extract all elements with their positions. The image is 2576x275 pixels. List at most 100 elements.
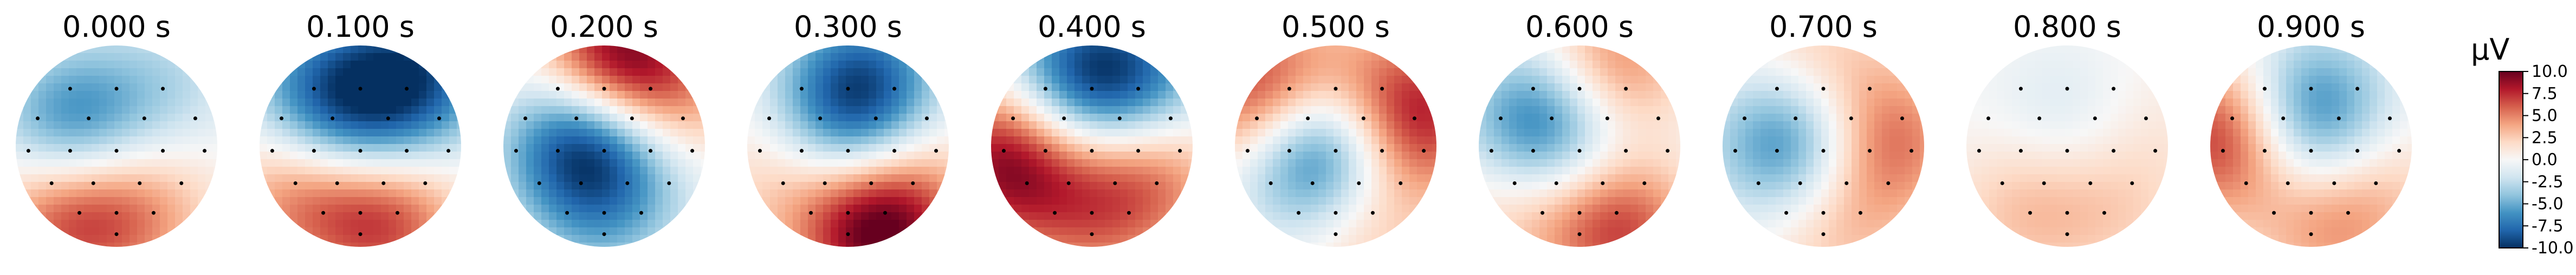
field-cell <box>534 76 542 84</box>
sensor-dot <box>1624 87 1628 91</box>
field-cell <box>1593 68 1601 76</box>
field-cell <box>1874 83 1882 91</box>
field-cell <box>572 144 580 152</box>
field-cell <box>755 121 763 129</box>
field-cell <box>519 182 527 190</box>
field-cell <box>944 174 949 182</box>
field-cell <box>1638 205 1646 213</box>
field-cell <box>411 91 419 99</box>
field-cell <box>335 136 344 145</box>
field-cell <box>1577 220 1585 228</box>
field-cell <box>99 91 107 99</box>
field-cell <box>1539 189 1548 198</box>
field-cell <box>1387 91 1395 99</box>
field-cell <box>1044 68 1052 76</box>
field-cell <box>160 197 168 205</box>
field-cell <box>290 197 298 205</box>
field-cell <box>526 114 534 122</box>
field-cell <box>404 45 412 54</box>
field-cell <box>1280 212 1289 220</box>
field-cell <box>297 53 306 61</box>
field-cell <box>793 76 801 84</box>
field-cell <box>663 76 671 84</box>
field-cell <box>183 182 191 190</box>
field-cell <box>1745 129 1753 137</box>
field-cell <box>1676 182 1680 190</box>
field-cell <box>1829 159 1837 167</box>
field-cell <box>1806 121 1814 129</box>
field-cell <box>1181 167 1189 175</box>
field-cell <box>1661 129 1669 137</box>
field-cell <box>320 106 328 114</box>
field-cell <box>335 189 344 198</box>
field-cell <box>1517 174 1525 182</box>
field-cell <box>335 174 344 182</box>
field-cell <box>929 136 937 145</box>
field-cell <box>1150 174 1158 182</box>
field-cell <box>1135 227 1143 235</box>
field-cell <box>610 182 618 190</box>
field-cell <box>556 76 565 84</box>
field-cell <box>31 167 39 175</box>
field-cell <box>1745 174 1753 182</box>
field-cell <box>511 114 519 122</box>
field-cell <box>1836 45 1844 54</box>
field-cell <box>1303 136 1311 145</box>
field-cell <box>1105 174 1113 182</box>
field-cell <box>914 99 922 107</box>
field-cell <box>1646 99 1654 107</box>
field-cell <box>1920 129 1924 137</box>
field-cell <box>419 99 427 107</box>
field-cell <box>693 99 701 107</box>
field-cell <box>320 61 328 69</box>
field-cell <box>1037 99 1045 107</box>
field-cell <box>579 106 587 114</box>
field-cell <box>411 76 419 84</box>
field-cell <box>617 235 625 243</box>
field-cell <box>38 76 47 84</box>
field-cell <box>1844 144 1852 152</box>
field-cell <box>1432 174 1436 182</box>
field-cell <box>685 121 694 129</box>
field-cell <box>640 220 648 228</box>
field-cell <box>313 227 321 235</box>
field-cell <box>282 129 290 137</box>
field-cell <box>1356 136 1364 145</box>
field-cell <box>275 152 283 160</box>
field-cell <box>99 121 107 129</box>
field-cell <box>1318 61 1326 69</box>
field-cell <box>876 61 884 69</box>
field-cell <box>503 189 512 198</box>
field-cell <box>655 205 663 213</box>
field-cell <box>655 235 663 243</box>
field-cell <box>793 235 801 243</box>
field-cell <box>793 174 801 182</box>
field-cell <box>793 83 801 91</box>
field-cell <box>1371 189 1380 198</box>
field-cell <box>122 220 130 228</box>
field-cell <box>381 174 389 182</box>
field-cell <box>1364 68 1372 76</box>
field-cell <box>1570 152 1578 160</box>
field-cell <box>793 159 801 167</box>
field-cell <box>366 189 374 198</box>
field-cell <box>511 189 519 198</box>
field-cell <box>846 53 854 61</box>
field-cell <box>1097 114 1105 122</box>
field-cell <box>602 235 610 243</box>
field-cell <box>648 159 656 167</box>
field-cell <box>1417 76 1425 84</box>
field-cell <box>389 189 397 198</box>
field-cell <box>1509 129 1517 137</box>
field-cell <box>1844 99 1852 107</box>
field-cell <box>282 167 290 175</box>
sensor-dot <box>1380 87 1384 91</box>
field-cell <box>175 174 183 182</box>
field-cell <box>381 220 389 228</box>
field-cell <box>1814 121 1822 129</box>
field-cell <box>99 174 107 182</box>
field-cell <box>183 83 191 91</box>
field-cell <box>876 152 884 160</box>
field-cell <box>1029 205 1037 213</box>
field-cell <box>1364 53 1372 61</box>
